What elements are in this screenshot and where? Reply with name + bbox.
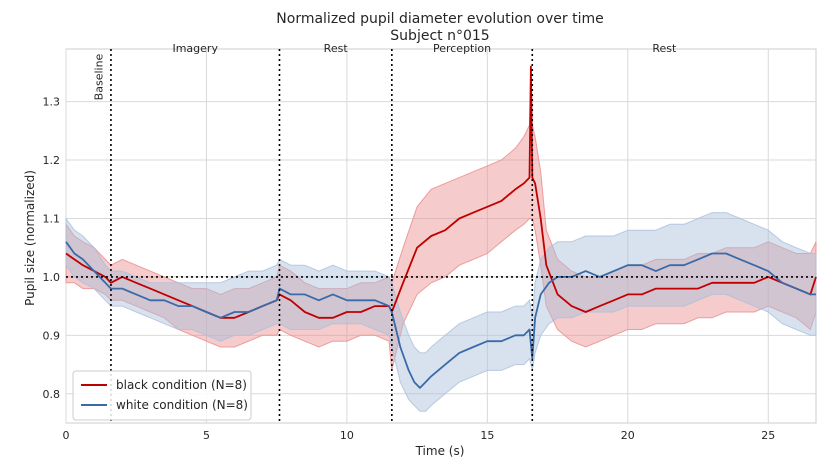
legend-label-white: white condition (N=8) xyxy=(116,398,248,412)
plot-area xyxy=(65,48,817,424)
phase-label: Perception xyxy=(433,42,491,55)
x-tick-label: 15 xyxy=(480,429,494,442)
x-axis-ticks: 0 5 10 15 20 25 xyxy=(63,429,776,442)
y-tick-label: 0.9 xyxy=(43,329,61,342)
x-tick-label: 0 xyxy=(63,429,70,442)
series-line-0 xyxy=(65,65,817,319)
x-tick-label: 25 xyxy=(761,429,775,442)
y-tick-label: 0.8 xyxy=(43,388,61,401)
phase-label: Baseline xyxy=(93,53,106,100)
x-tick-label: 10 xyxy=(340,429,354,442)
legend-label-black: black condition (N=8) xyxy=(116,378,247,392)
phase-label: Imagery xyxy=(172,42,218,55)
y-tick-label: 1.3 xyxy=(43,96,61,109)
y-tick-label: 1.0 xyxy=(43,271,61,284)
x-tick-label: 20 xyxy=(621,429,635,442)
x-axis-label: Time (s) xyxy=(415,444,465,458)
legend: black condition (N=8) white condition (N… xyxy=(72,370,252,421)
y-tick-label: 1.2 xyxy=(43,154,61,167)
phase-labels: Baseline Imagery Rest Perception Rest xyxy=(93,42,677,100)
grid-lines xyxy=(65,49,816,423)
x-tick-label: 5 xyxy=(203,429,210,442)
phase-label: Rest xyxy=(324,42,349,55)
legend-box xyxy=(72,370,252,421)
phase-label: Rest xyxy=(652,42,677,55)
chart-title: Normalized pupil diameter evolution over… xyxy=(276,11,603,27)
reference-lines xyxy=(66,49,816,423)
chart-subtitle: Subject n°015 xyxy=(390,28,489,44)
y-axis-ticks: 0.8 0.9 1.0 1.1 1.2 1.3 xyxy=(43,96,61,401)
series-band-1 xyxy=(65,212,817,412)
series-lines xyxy=(65,65,817,389)
y-axis-label: Pupil size (normalized) xyxy=(23,170,37,306)
series-line-1 xyxy=(65,241,816,389)
y-tick-label: 1.1 xyxy=(43,212,61,225)
